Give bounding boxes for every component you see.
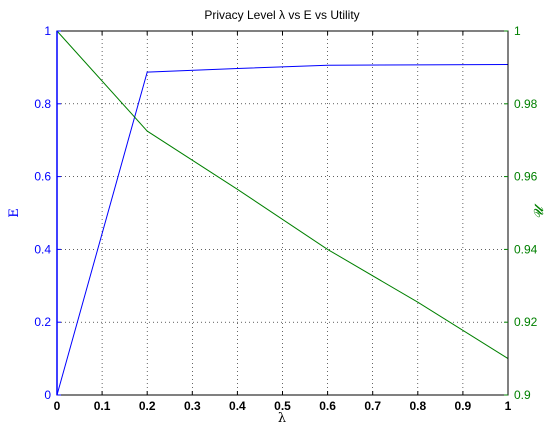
x-tick-label: 0.1	[94, 399, 111, 413]
y-left-tick-label: 0	[44, 388, 51, 402]
y-right-tick-label: 0.96	[514, 170, 538, 184]
y-axis-left-label: E	[7, 208, 22, 218]
series-line-utility	[56, 30, 509, 360]
y-left-tick-label: 0.2	[34, 315, 51, 329]
y-right-tick-label: 0.98	[514, 97, 538, 111]
x-tick-label: 0.6	[319, 399, 336, 413]
x-tick-label: 0	[54, 399, 61, 413]
x-tick-label: 0.3	[184, 399, 201, 413]
y-left-tick-label: 1	[44, 24, 51, 38]
y-axis-right-label: 𝓤	[532, 203, 547, 219]
y-right-tick-label: 0.94	[514, 242, 538, 256]
x-tick-label: 1	[505, 399, 512, 413]
x-tick-label: 0.8	[409, 399, 426, 413]
x-tick-label: 0.5	[274, 399, 291, 413]
grid	[57, 31, 508, 395]
plot-area	[57, 31, 508, 395]
x-tick-label: 0.7	[364, 399, 381, 413]
y-left-tick-label: 0.6	[34, 170, 51, 184]
x-tick-label: 0.4	[229, 399, 246, 413]
chart-title: Privacy Level λ vs E vs Utility	[204, 8, 359, 22]
y-left-tick-label: 0.4	[34, 242, 51, 256]
y-left-tick-label: 0.8	[34, 97, 51, 111]
ticks-layer: 0 0.1 0.2 0.3 0.4 0.5 0.6 0.7 0.8 0.9 100.20.40.60…	[34, 24, 537, 413]
x-axis-label: λ	[278, 411, 286, 426]
y-right-tick-label: 0.9	[514, 388, 531, 402]
x-tick-label: 0.2	[139, 399, 156, 413]
y-right-tick-label: 0.92	[514, 315, 538, 329]
y-right-tick-label: 1	[514, 24, 521, 38]
x-tick-label: 0.9	[455, 399, 472, 413]
